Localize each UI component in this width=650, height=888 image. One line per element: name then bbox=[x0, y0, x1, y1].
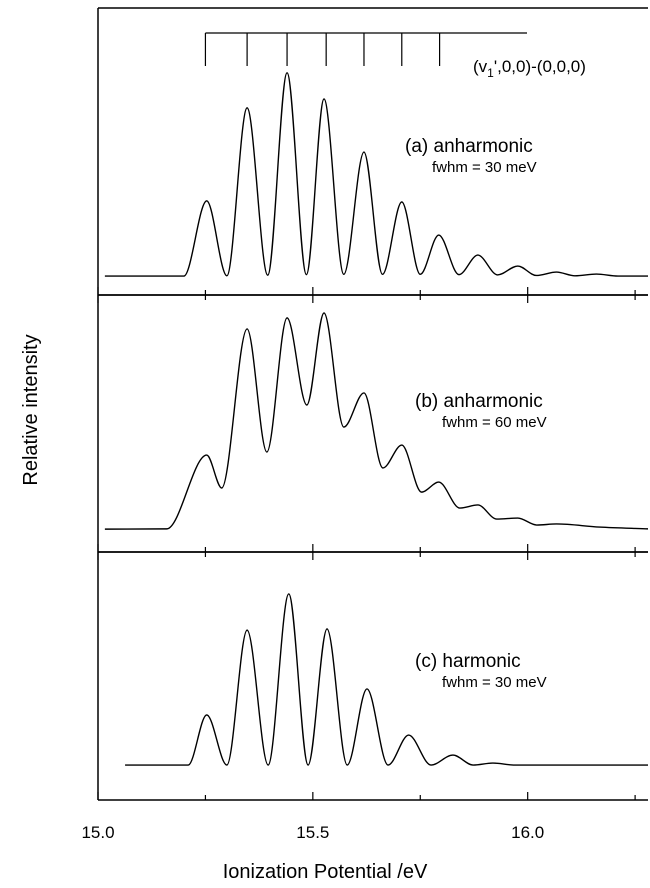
panel-label: (b) anharmonic bbox=[415, 391, 543, 412]
spectrum-line bbox=[125, 593, 648, 766]
annotation-part: (v bbox=[473, 57, 488, 76]
panel-label: (c) harmonic bbox=[415, 651, 521, 672]
annotation-subscript: 1 bbox=[487, 66, 494, 80]
progression-label: (v1',0,0)-(0,0,0) bbox=[473, 57, 586, 80]
x-tick-label: 15.0 bbox=[81, 823, 114, 842]
x-tick-label: 16.0 bbox=[511, 823, 544, 842]
fwhm-label: fwhm = 30 meV bbox=[432, 159, 537, 176]
annotation-part: ',0,0)-(0,0,0) bbox=[494, 57, 586, 76]
spectrum-line bbox=[104, 312, 649, 530]
spectrum-line bbox=[104, 72, 648, 277]
panel-label: (a) anharmonic bbox=[405, 136, 533, 157]
fwhm-label: fwhm = 30 meV bbox=[442, 674, 547, 691]
x-axis-label: Ionization Potential /eV bbox=[223, 861, 428, 883]
fwhm-label: fwhm = 60 meV bbox=[442, 414, 547, 431]
y-axis-label: Relative intensity bbox=[20, 334, 42, 485]
x-tick-label: 15.5 bbox=[296, 823, 329, 842]
